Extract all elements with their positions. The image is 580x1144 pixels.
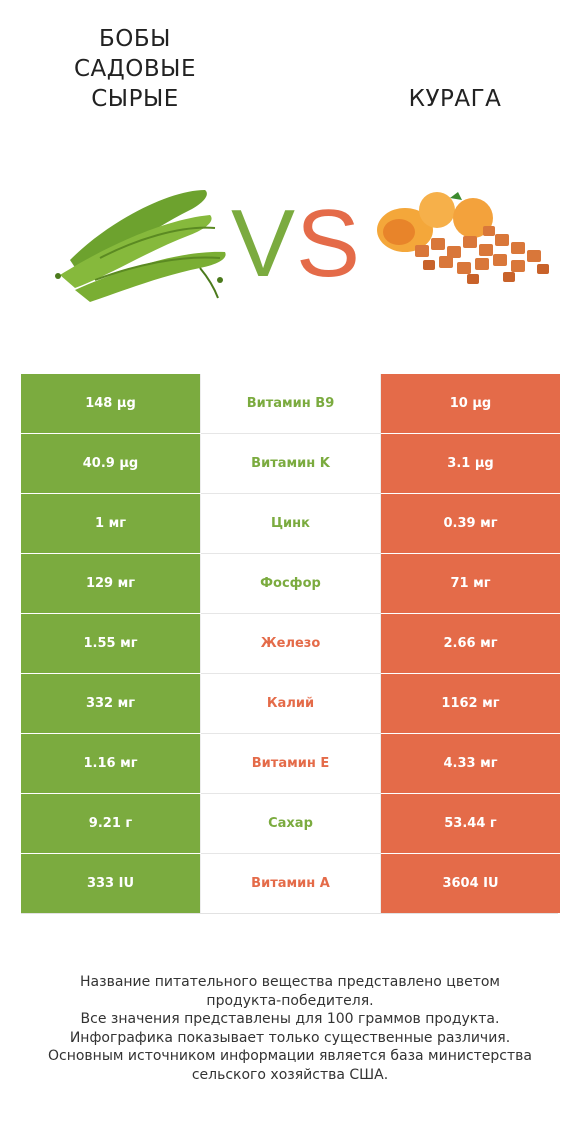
nutrient-name: Витамин E: [200, 733, 381, 794]
left-value: 1.16 мг: [21, 733, 201, 794]
vs-s: S: [296, 196, 358, 284]
footer-line: Все значения представлены для 100 граммо…: [80, 1011, 500, 1027]
left-product-title: БОБЫ САДОВЫЕ СЫРЫЕ: [60, 24, 210, 114]
left-value: 1 мг: [21, 493, 201, 554]
left-value: 333 IU: [21, 853, 201, 914]
right-value: 3604 IU: [380, 853, 560, 914]
nutrient-name: Сахар: [200, 793, 381, 854]
footer-line: продукта-победителя.: [206, 992, 374, 1009]
right-value: 1162 мг: [380, 673, 560, 734]
comparison-table: 148 µg Витамин B9 10 µg 40.9 µg Витамин K 3.1…: [21, 374, 560, 914]
nutrient-name: Витамин K: [200, 433, 381, 494]
right-value: 53.44 г: [380, 793, 560, 854]
table-row: 1.55 мг Железо 2.66 мг: [21, 613, 560, 674]
footer-line: сельского хозяйства США.: [191, 1066, 389, 1083]
right-value: 4.33 мг: [380, 733, 560, 794]
table-row: 40.9 µg Витамин K 3.1 µg: [21, 433, 560, 494]
right-value: 2.66 мг: [380, 613, 560, 674]
right-value: 10 µg: [380, 374, 560, 434]
left-value: 129 мг: [21, 553, 201, 614]
right-value: 71 мг: [380, 553, 560, 614]
left-title-line: БОБЫ: [99, 26, 171, 52]
left-title-line: САДОВЫЕ: [74, 56, 196, 82]
nutrient-name: Витамин B9: [200, 374, 381, 434]
table-row: 332 мг Калий 1162 мг: [21, 673, 560, 734]
footer-line: Инфографика показывает только существенн…: [69, 1029, 511, 1046]
broad-beans-image: [55, 190, 226, 302]
dried-apricots-image: [377, 192, 549, 284]
left-title-line: СЫРЫЕ: [91, 86, 179, 112]
left-value: 9.21 г: [21, 793, 201, 854]
table-row: 333 IU Витамин A 3604 IU: [21, 853, 560, 914]
left-value: 1.55 мг: [21, 613, 201, 674]
table-row: 1 мг Цинк 0.39 мг: [21, 493, 560, 554]
vs-v: V: [231, 196, 295, 284]
right-product-title: КУРАГА: [408, 86, 502, 112]
left-value: 148 µg: [21, 374, 201, 434]
left-value: 332 мг: [21, 673, 201, 734]
table-row: 129 мг Фосфор 71 мг: [21, 553, 560, 614]
table-row: 148 µg Витамин B9 10 µg: [21, 374, 560, 434]
nutrient-name: Железо: [200, 613, 381, 674]
right-value: 3.1 µg: [380, 433, 560, 494]
footer-line: Основным источником информации является …: [48, 1048, 532, 1064]
nutrient-name: Цинк: [200, 493, 381, 554]
table-row: 9.21 г Сахар 53.44 г: [21, 793, 560, 854]
table-bottom-line: [21, 913, 558, 914]
left-value: 40.9 µg: [21, 433, 201, 494]
vs-label: V S: [231, 196, 358, 284]
footer-line: Название питательного вещества представл…: [80, 974, 500, 990]
nutrient-name: Калий: [200, 673, 381, 734]
table-row: 1.16 мг Витамин E 4.33 мг: [21, 733, 560, 794]
footer-notes: Название питательного вещества представл…: [20, 973, 560, 1084]
nutrient-name: Витамин A: [200, 853, 381, 914]
nutrient-name: Фосфор: [200, 553, 381, 614]
right-value: 0.39 мг: [380, 493, 560, 554]
